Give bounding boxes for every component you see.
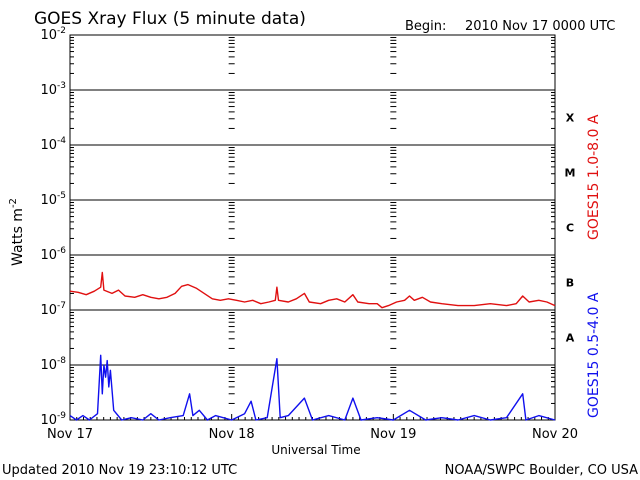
y-tick-label-exp: -7 — [57, 301, 66, 311]
flare-class-label: B — [566, 277, 574, 290]
day-divider-markers — [228, 37, 397, 404]
y-tick-label-base: 10 — [40, 303, 57, 318]
y-tick-label-base: 10 — [40, 248, 57, 263]
y-tick-label-exp: -2 — [57, 26, 66, 36]
x-tick-label: Nov 18 — [209, 427, 255, 442]
y-tick-label-base: 10 — [40, 193, 57, 208]
series-line-long-channel — [69, 271, 556, 309]
y-axis-label-main: Watts m — [10, 208, 26, 266]
y-axis-label: Watts m-2 — [8, 198, 26, 266]
y-tick-label: 10-8 — [40, 356, 66, 373]
y-tick-label: 10-5 — [40, 191, 66, 208]
flare-class-label: X — [566, 112, 575, 125]
plot-frame — [69, 34, 556, 421]
x-tick-label: Nov 19 — [370, 427, 416, 442]
svg-text:Watts m-2: Watts m-2 — [8, 198, 26, 266]
updated-timestamp: Updated 2010 Nov 19 23:10:12 UTC — [2, 463, 237, 478]
flare-class-label: M — [565, 167, 576, 180]
chart-title: GOES Xray Flux (5 minute data) — [34, 9, 306, 29]
y-tick-label: 10-9 — [40, 411, 66, 428]
y-tick-label: 10-4 — [40, 136, 66, 153]
y-tick-label-exp: -4 — [57, 136, 66, 146]
source-credit: NOAA/SWPC Boulder, CO USA — [445, 463, 638, 478]
y-tick-label-base: 10 — [40, 138, 57, 153]
flare-class-label: C — [566, 222, 574, 235]
series-line-short-channel — [69, 354, 556, 421]
y-tick-label-base: 10 — [40, 413, 57, 428]
legend-short-channel: GOES15 0.5-4.0 A — [586, 292, 602, 418]
flare-class-labels: X M C B A — [565, 112, 576, 345]
grid-lines — [70, 34, 555, 421]
y-axis-tick-labels: 10-210-310-410-510-610-710-810-9 — [40, 26, 66, 428]
y-tick-label-base: 10 — [40, 83, 57, 98]
y-tick-label-exp: -9 — [57, 411, 66, 421]
y-tick-label: 10-2 — [40, 26, 66, 43]
y-axis-label-sup: -2 — [8, 198, 19, 208]
y-tick-label: 10-3 — [40, 81, 66, 98]
x-axis-label: Universal Time — [271, 443, 360, 457]
y-axis-ticks — [70, 37, 555, 404]
x-tick-label: Nov 17 — [47, 427, 93, 442]
begin-label: Begin: — [405, 19, 446, 34]
y-tick-label: 10-6 — [40, 246, 66, 263]
begin-value: 2010 Nov 17 0000 UTC — [465, 19, 615, 34]
y-tick-label-base: 10 — [40, 28, 57, 43]
series-lines — [69, 271, 556, 421]
flare-class-label: A — [566, 332, 575, 345]
y-tick-label-exp: -8 — [57, 356, 66, 366]
y-tick-label-exp: -3 — [57, 81, 66, 91]
y-tick-label-base: 10 — [40, 358, 57, 373]
legend-long-channel: GOES15 1.0-8.0 A — [586, 114, 602, 240]
y-tick-label-exp: -6 — [57, 246, 66, 256]
y-tick-label: 10-7 — [40, 301, 66, 318]
x-tick-label: Nov 20 — [532, 427, 578, 442]
plot-border — [69, 34, 556, 421]
x-axis-tick-labels: Nov 17 Nov 18 Nov 19 Nov 20 — [47, 427, 578, 442]
y-tick-label-exp: -5 — [57, 191, 66, 201]
